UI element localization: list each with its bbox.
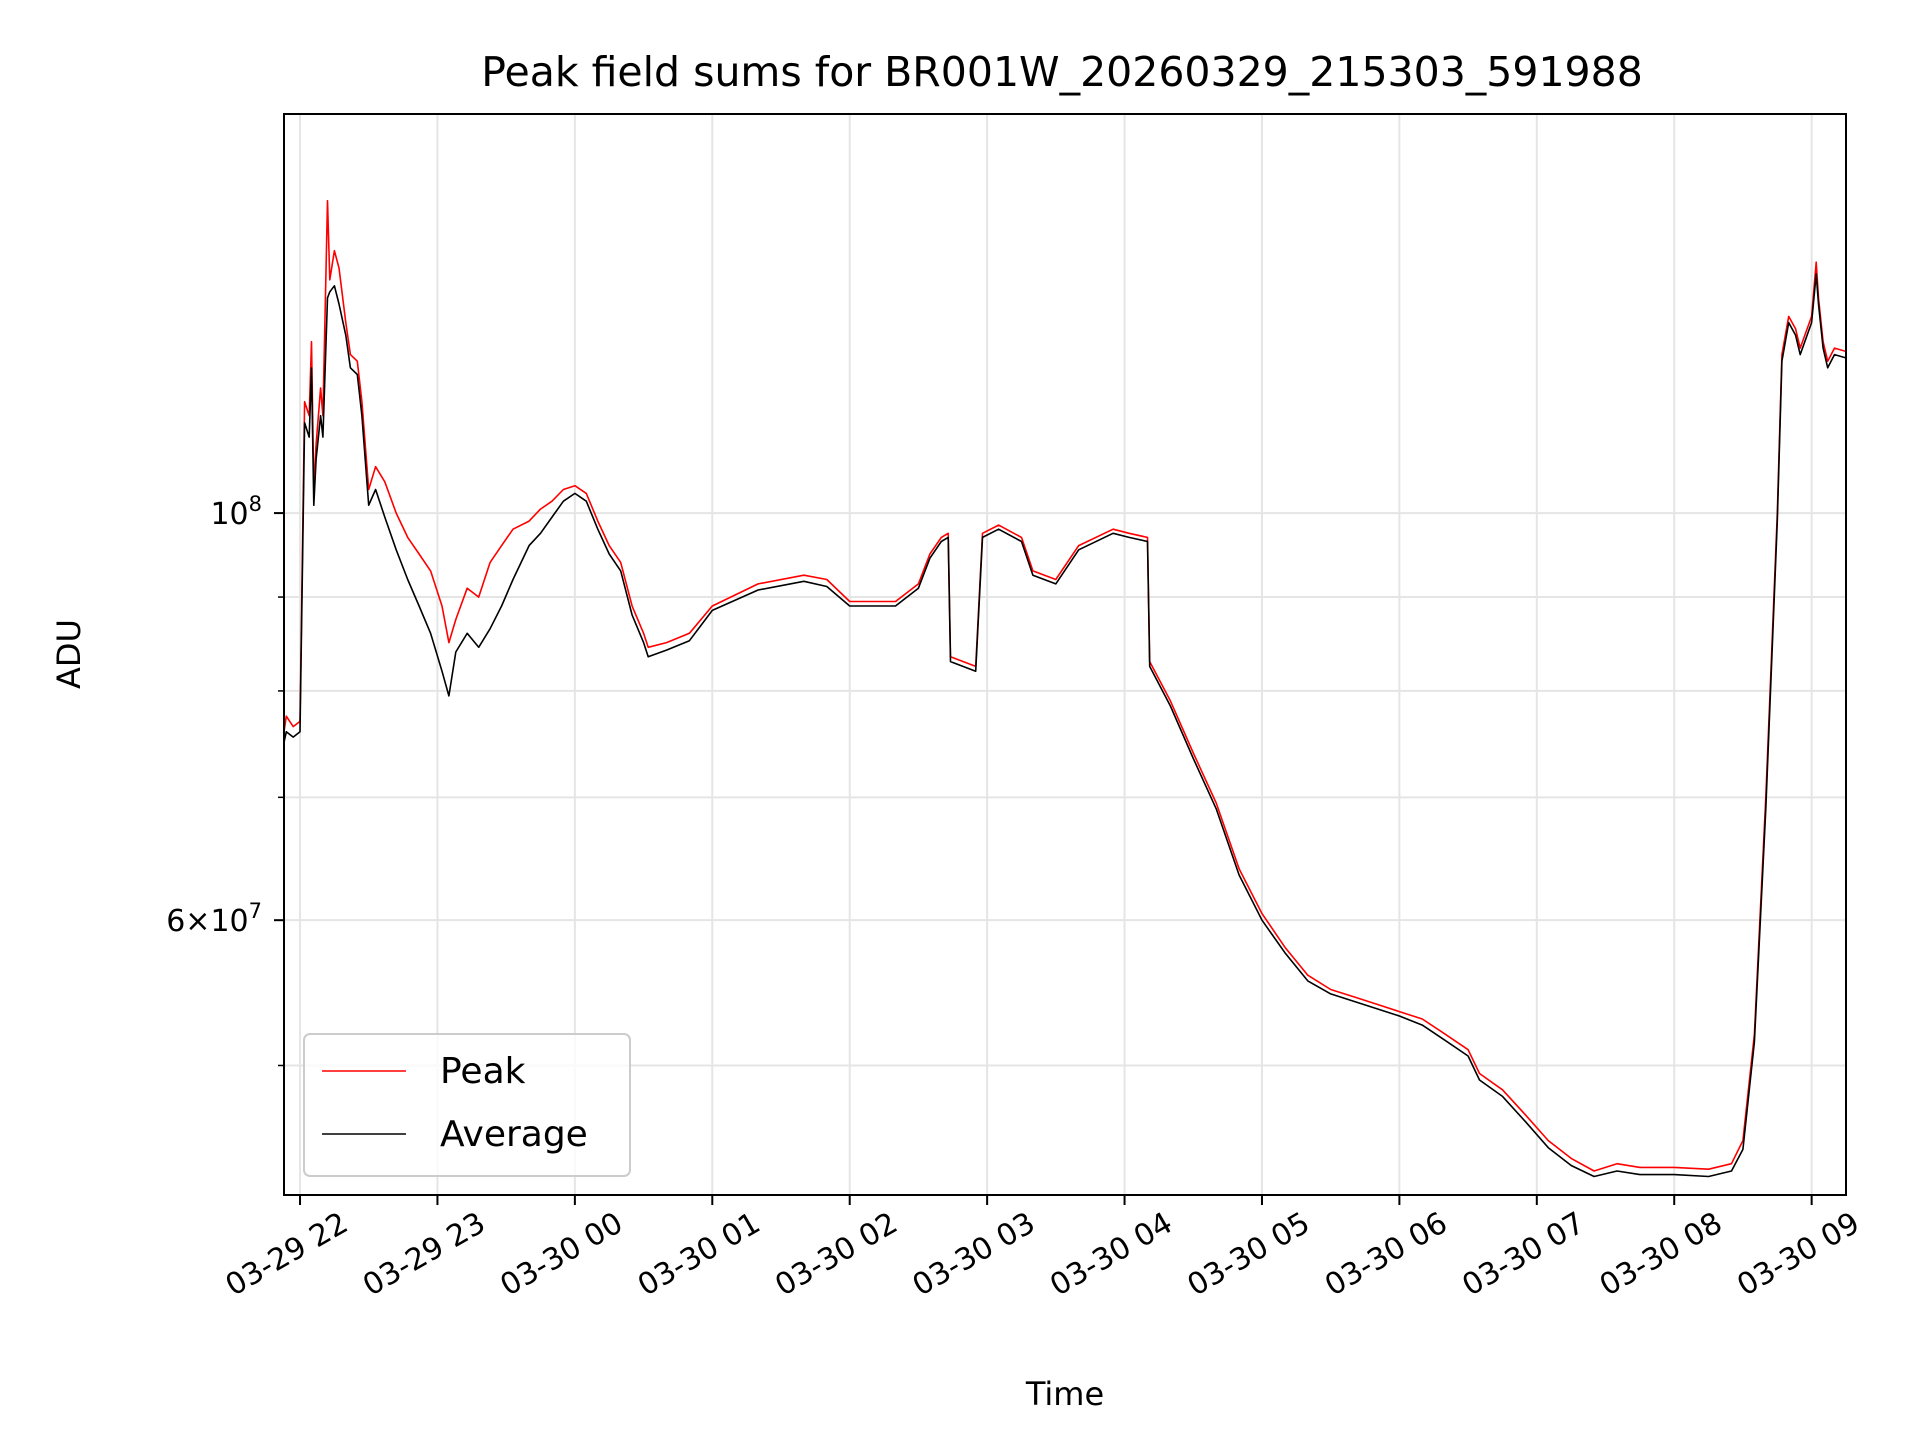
series-line-average (284, 273, 1846, 1178)
grid (284, 114, 1846, 1195)
y-axis-title: ADU (50, 619, 88, 689)
y-tick-label: 108 (210, 492, 262, 532)
chart-title: Peak field sums for BR001W_20260329_2153… (481, 48, 1643, 96)
x-axis-title: Time (1025, 1375, 1104, 1413)
legend-label-average: Average (440, 1114, 588, 1155)
y-axis: 108 6×107 (166, 492, 284, 1067)
y-tick-label: 6×107 (166, 899, 262, 939)
series-line-peak (284, 199, 1846, 1172)
series-layer (284, 199, 1846, 1178)
plot-frame (283, 113, 1847, 1196)
legend-box (303, 1033, 631, 1177)
legend: Peak Average (303, 1033, 631, 1177)
legend-label-peak: Peak (440, 1051, 526, 1092)
